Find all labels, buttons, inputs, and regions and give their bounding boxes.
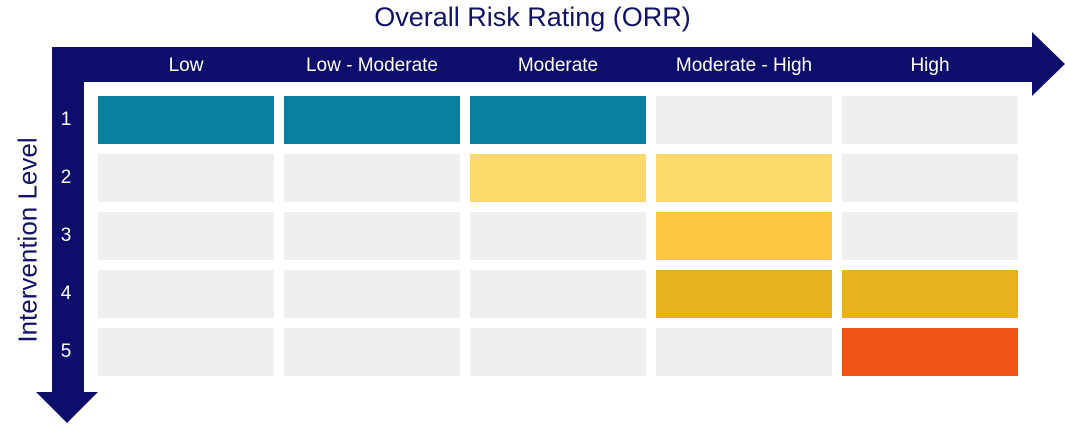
cell-r4-c5	[842, 270, 1018, 318]
cell-r4-c2	[284, 270, 460, 318]
cell-r1-c4	[656, 96, 832, 144]
column-label-4: High	[910, 55, 950, 76]
column-label-3: Moderate - High	[675, 55, 813, 76]
row-label-1: 1	[60, 109, 72, 130]
cell-r2-c3	[470, 154, 646, 202]
cell-r3-c4	[656, 212, 832, 260]
row-label-2: 2	[60, 167, 72, 188]
y-axis-title: Intervention Level	[12, 137, 43, 343]
cell-r2-c2	[284, 154, 460, 202]
cell-r2-c1	[98, 154, 274, 202]
cell-r1-c5	[842, 96, 1018, 144]
cell-r5-c4	[656, 328, 832, 376]
cell-r3-c5	[842, 212, 1018, 260]
chart-title: Overall Risk Rating (ORR)	[374, 2, 691, 32]
cell-r3-c2	[284, 212, 460, 260]
column-label-0: Low	[168, 55, 204, 76]
cell-r2-c4	[656, 154, 832, 202]
cell-r1-c1	[98, 96, 274, 144]
row-label-5: 5	[60, 341, 72, 362]
cell-r4-c4	[656, 270, 832, 318]
cell-r5-c5	[842, 328, 1018, 376]
column-label-1: Low - Moderate	[305, 55, 438, 76]
cell-r5-c1	[98, 328, 274, 376]
x-axis-arrow	[52, 32, 1065, 96]
row-label-3: 3	[60, 225, 72, 246]
cell-r2-c5	[842, 154, 1018, 202]
cell-r1-c2	[284, 96, 460, 144]
cell-r3-c3	[470, 212, 646, 260]
cell-r5-c3	[470, 328, 646, 376]
cell-r3-c1	[98, 212, 274, 260]
column-label-2: Moderate	[517, 55, 599, 76]
cell-r5-c2	[284, 328, 460, 376]
y-axis-arrow	[36, 47, 98, 423]
cell-r4-c1	[98, 270, 274, 318]
cell-r4-c3	[470, 270, 646, 318]
cell-r1-c3	[470, 96, 646, 144]
row-label-4: 4	[60, 283, 72, 304]
